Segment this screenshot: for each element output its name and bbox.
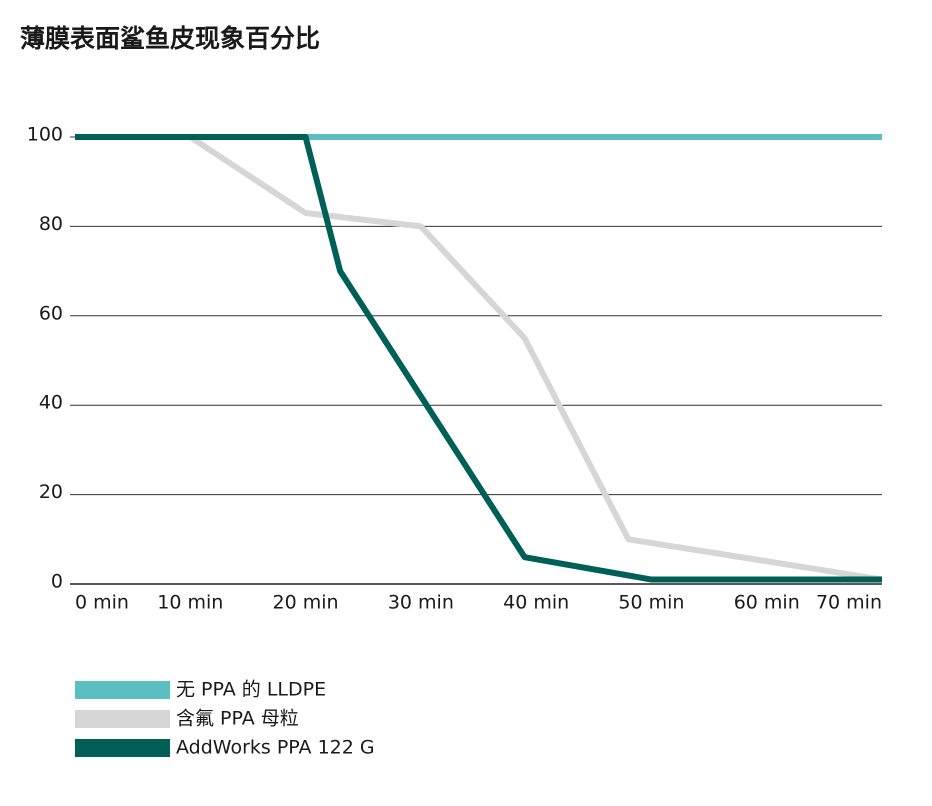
x-tick-label: 50 min [618,592,684,614]
y-tick-label: 100 [27,124,63,146]
legend-swatch [75,681,170,699]
x-tick-label: 40 min [503,592,569,614]
legend-label: 无 PPA 的 LLDPE [176,679,326,701]
legend-swatch [75,710,170,728]
x-tick-label: 30 min [388,592,454,614]
x-tick-label: 60 min [734,592,800,614]
y-tick-label: 0 [51,571,63,593]
x-tick-label: 20 min [273,592,339,614]
x-tick-label: 70 min [816,592,882,614]
legend-label: 含氟 PPA 母粒 [176,708,299,730]
data-line [75,134,883,583]
legend-swatch [75,739,170,757]
legend-label: AddWorks PPA 122 G [176,737,375,759]
data-line [75,134,882,583]
x-tick-label: 10 min [157,592,223,614]
y-tick-label: 40 [39,392,63,414]
x-tick-label: 0 min [75,592,129,614]
y-tick-label: 20 [39,481,63,503]
chart-title: 薄膜表面鲨鱼皮现象百分比 [20,24,320,53]
y-tick-label: 80 [39,213,63,235]
y-tick-label: 60 [39,302,63,324]
